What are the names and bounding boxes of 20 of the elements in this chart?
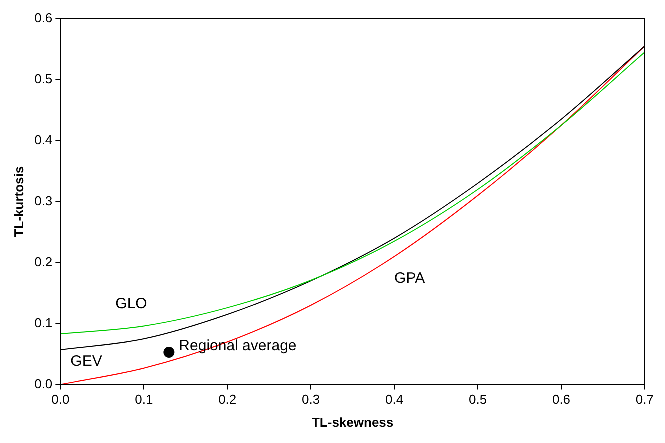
x-tick-label: 0.6 [552, 392, 571, 408]
x-tick-label: 0.2 [218, 392, 237, 408]
y-axis-title: TL-kurtosis [11, 166, 26, 238]
y-tick-label: 0.2 [34, 254, 53, 270]
x-axis-title: TL-skewness [312, 414, 394, 430]
x-tick-label: 0.4 [386, 392, 404, 408]
series-label: GEV [70, 353, 102, 370]
x-tick-label: 0.1 [135, 392, 154, 408]
y-tick-label: 0.3 [34, 193, 53, 208]
y-tick-label: 0.1 [34, 315, 53, 330]
x-tick-label: 0.0 [52, 392, 70, 408]
y-tick-label: 0.4 [34, 132, 53, 148]
y-tick-label: 0.5 [34, 71, 53, 86]
x-tick-label: 0.7 [636, 392, 654, 408]
y-tick-label: 0.6 [34, 10, 53, 26]
x-tick-label: 0.5 [468, 392, 488, 408]
y-tick-label: 0.0 [34, 376, 53, 392]
x-tick-label: 0.3 [302, 392, 320, 408]
series-label: GPA [394, 270, 426, 287]
series-label: GLO [116, 295, 148, 312]
